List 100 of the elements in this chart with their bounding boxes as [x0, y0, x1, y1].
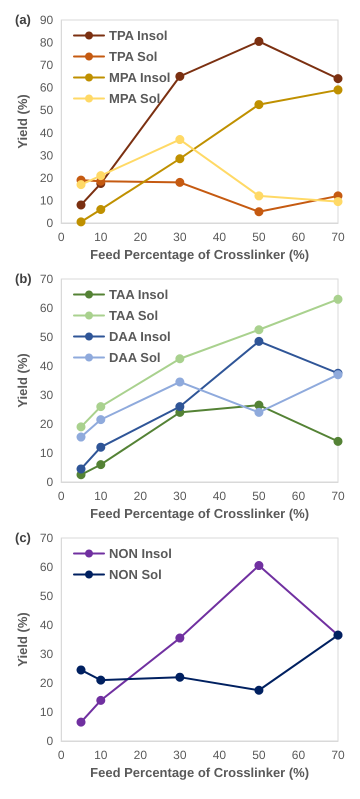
point — [254, 408, 264, 417]
y-tick-label: 70 — [40, 531, 54, 545]
x-tick-label: 30 — [173, 748, 187, 762]
chart-title: (c) — [15, 530, 31, 545]
chart-title: (a) — [15, 12, 31, 27]
y-tick-label: 70 — [40, 58, 54, 72]
legend-label: TAA Insol — [109, 287, 168, 302]
legend-label: DAA Sol — [109, 350, 161, 365]
y-tick-label: 30 — [40, 647, 54, 661]
point — [96, 415, 106, 424]
y-tick-label: 10 — [40, 446, 54, 460]
y-tick-label: 20 — [40, 170, 54, 185]
y-tick-label: 50 — [40, 589, 54, 603]
point — [96, 171, 106, 180]
x-tick-label: 70 — [331, 748, 345, 762]
y-tick-label: 0 — [46, 475, 54, 489]
x-axis-title: Feed Percentage of Crosslinker (%) — [90, 764, 310, 780]
point — [254, 561, 264, 570]
y-tick-label: 90 — [40, 13, 54, 27]
chart-title: (b) — [15, 271, 32, 286]
y-axis-title: Yield (%) — [15, 353, 30, 408]
point — [254, 336, 264, 346]
point — [96, 696, 106, 705]
x-tick-label: 60 — [292, 489, 306, 503]
x-tick-label: 40 — [212, 489, 226, 503]
x-tick-label: 0 — [58, 230, 65, 244]
x-tick-label: 50 — [252, 748, 266, 762]
y-tick-label: 60 — [40, 301, 54, 315]
point — [254, 686, 264, 695]
y-tick-label: 50 — [40, 103, 54, 118]
point — [254, 207, 264, 216]
legend-label: DAA Insol — [109, 329, 171, 344]
point — [175, 178, 184, 187]
y-tick-label: 0 — [46, 216, 54, 230]
y-tick-label: 0 — [46, 734, 54, 748]
x-tick-label: 40 — [212, 230, 226, 244]
point — [175, 402, 184, 412]
point — [76, 665, 86, 674]
legend-label: NON Insol — [109, 546, 172, 561]
x-axis-title: Feed Percentage of Crosslinker (%) — [90, 506, 310, 521]
x-tick-label: 20 — [134, 230, 148, 244]
x-tick-label: 40 — [212, 748, 226, 762]
legend-label: MPA Sol — [109, 91, 160, 106]
y-tick-label: 70 — [40, 272, 54, 286]
point — [175, 135, 184, 144]
point — [175, 634, 184, 643]
x-tick-label: 60 — [292, 230, 306, 244]
x-tick-label: 0 — [58, 748, 65, 762]
legend-label: MPA Insol — [109, 70, 170, 85]
x-axis-title: Feed Percentage of Crosslinker (%) — [90, 246, 310, 262]
y-tick-label: 20 — [40, 676, 54, 690]
x-tick-label: 70 — [331, 230, 345, 244]
x-tick-label: 70 — [331, 489, 345, 503]
y-tick-label: 10 — [40, 193, 54, 208]
y-tick-label: 40 — [40, 359, 54, 373]
point — [96, 460, 106, 470]
point — [76, 718, 86, 727]
point — [96, 676, 106, 685]
point — [175, 154, 184, 164]
point — [175, 672, 184, 682]
point — [254, 325, 264, 334]
y-tick-label: 80 — [40, 36, 54, 50]
x-tick-label: 60 — [292, 748, 306, 762]
legend-label: TPA Insol — [109, 28, 168, 43]
point — [76, 422, 86, 432]
point — [254, 400, 264, 410]
point — [96, 204, 106, 214]
point — [76, 432, 86, 442]
y-tick-label: 20 — [40, 417, 54, 431]
legend-label: NON Sol — [109, 567, 162, 582]
point — [254, 191, 264, 200]
point — [175, 354, 184, 364]
point — [175, 377, 184, 386]
point — [96, 402, 106, 412]
x-tick-label: 30 — [173, 489, 187, 503]
point — [334, 197, 342, 206]
y-tick-label: 60 — [40, 560, 54, 574]
y-tick-label: 50 — [40, 330, 54, 344]
point — [334, 294, 342, 304]
y-tick-label: 40 — [40, 618, 54, 632]
legend-label: TPA Sol — [109, 49, 158, 64]
x-tick-label: 50 — [252, 230, 266, 244]
legend-label: TAA Sol — [109, 308, 158, 323]
x-tick-label: 0 — [58, 489, 65, 503]
x-tick-label: 20 — [134, 748, 148, 762]
x-tick-label: 50 — [252, 489, 266, 503]
y-tick-label: 30 — [40, 148, 54, 162]
x-tick-label: 30 — [173, 230, 187, 244]
x-tick-label: 20 — [134, 489, 148, 503]
point — [334, 85, 342, 94]
point — [254, 36, 264, 46]
x-tick-label: 10 — [94, 748, 108, 762]
point — [334, 436, 342, 446]
y-tick-label: 30 — [40, 388, 54, 402]
point — [334, 74, 342, 84]
point — [96, 442, 106, 452]
point — [76, 217, 86, 226]
y-tick-label: 40 — [40, 126, 54, 140]
y-axis-title: Yield (%) — [15, 612, 30, 667]
x-tick-label: 10 — [94, 230, 108, 244]
